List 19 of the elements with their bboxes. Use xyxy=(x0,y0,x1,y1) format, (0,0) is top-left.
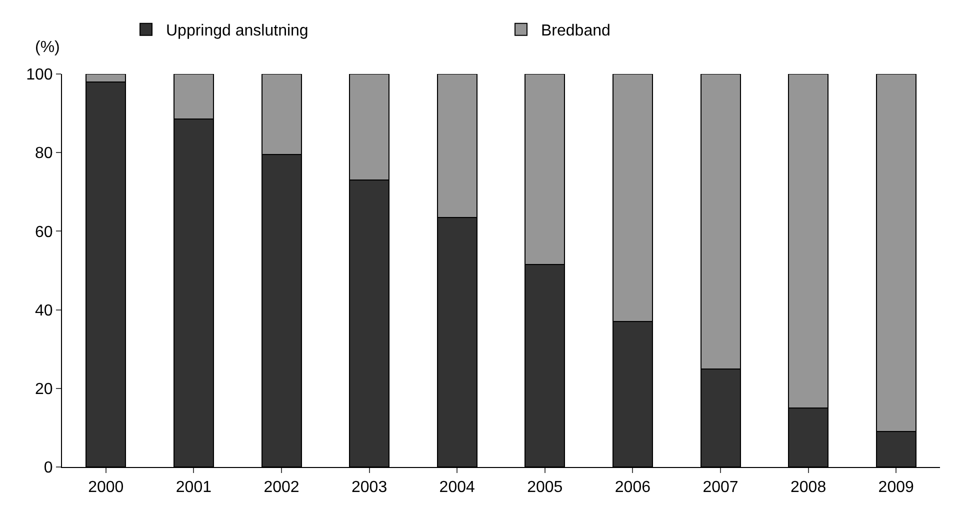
y-tick-label: 60 xyxy=(35,224,53,241)
y-tick-label: 100 xyxy=(26,66,53,84)
x-tick-label: 2005 xyxy=(527,479,563,496)
legend-label: Bredband xyxy=(541,22,610,40)
x-tick-label: 2001 xyxy=(176,479,212,496)
x-tick-label: 2002 xyxy=(264,479,300,496)
x-tick-label: 2004 xyxy=(439,479,475,496)
x-tick-label: 2006 xyxy=(614,479,651,496)
y-tick-label: 80 xyxy=(35,145,53,162)
y-tick-label: 20 xyxy=(35,381,53,398)
x-tick-label: 2003 xyxy=(352,479,388,496)
x-tick-label: 2007 xyxy=(702,479,738,496)
x-tick-label: 2008 xyxy=(790,479,826,496)
x-tick-label: 2000 xyxy=(88,479,124,496)
y-tick-label: 40 xyxy=(35,302,53,320)
y-axis-title: (%) xyxy=(35,39,60,56)
legend-label: Uppringd anslutning xyxy=(166,22,308,40)
y-tick-label: 0 xyxy=(44,460,53,477)
x-tick-label: 2009 xyxy=(878,479,914,496)
